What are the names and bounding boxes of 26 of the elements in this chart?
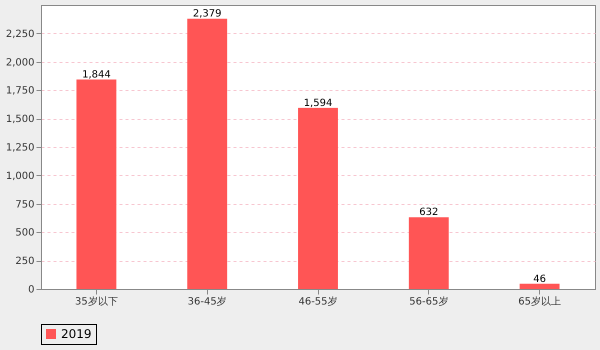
bar — [298, 108, 338, 289]
data-label: 632 — [419, 207, 438, 218]
bar — [408, 217, 449, 289]
x-tick-label: 46-55岁 — [298, 296, 338, 308]
y-tick-label: 1,500 — [6, 114, 34, 126]
bar — [520, 284, 560, 289]
y-tick-label: 2,250 — [6, 28, 34, 40]
x-tick-label: 65岁以上 — [518, 296, 561, 308]
x-tick-label: 36-45岁 — [188, 296, 227, 308]
y-tick-label: 250 — [15, 256, 34, 268]
y-tick-label: 1,000 — [6, 170, 34, 182]
y-tick-label: 500 — [15, 228, 34, 239]
legend-label: 2019 — [61, 327, 92, 341]
x-tick-label: 35岁以下 — [75, 296, 118, 308]
data-label: 1,844 — [82, 70, 111, 81]
bar — [187, 18, 228, 289]
data-label: 1,594 — [304, 98, 332, 109]
bar — [76, 80, 116, 289]
data-label: 2,379 — [192, 8, 222, 20]
y-tick-label: 1,250 — [6, 142, 34, 154]
data-label: 46 — [533, 274, 546, 285]
y-tick-label: 0 — [28, 284, 34, 296]
y-tick-label: 750 — [15, 199, 34, 210]
x-tick-label: 56-65岁 — [409, 296, 448, 308]
y-tick-label: 2,000 — [6, 57, 34, 68]
y-tick-label: 1,750 — [6, 86, 34, 97]
